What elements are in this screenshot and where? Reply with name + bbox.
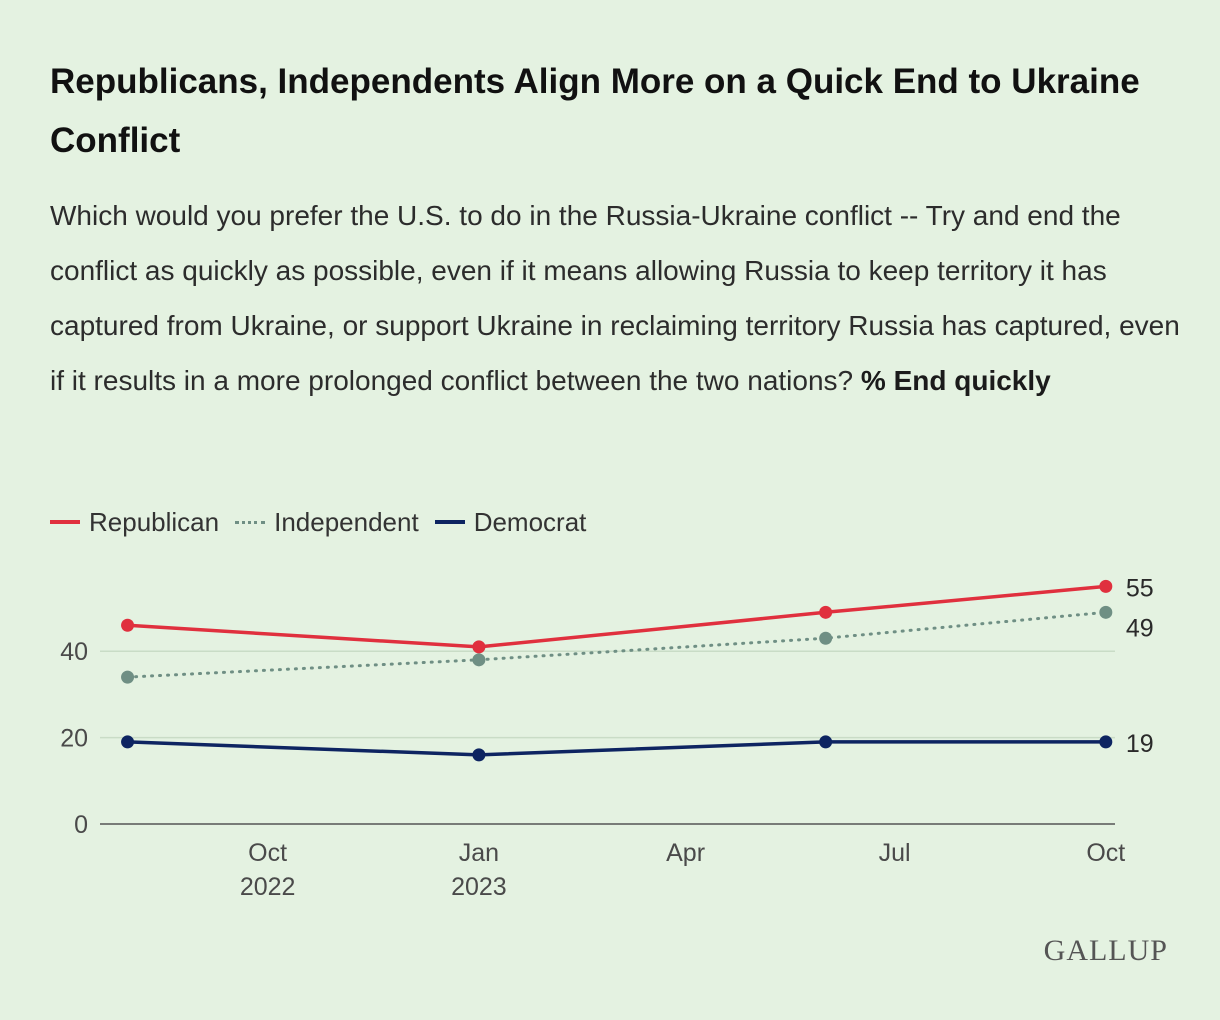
data-point-democrat-0 — [121, 735, 135, 749]
chart-title: Republicans, Independents Align More on … — [50, 62, 1140, 160]
y-tick-label-0: 0 — [74, 811, 88, 839]
legend-item-republican[interactable]: Republican — [50, 507, 219, 538]
x-tick-label-0: Oct — [248, 839, 287, 867]
legend-item-democrat[interactable]: Democrat — [434, 506, 587, 538]
x-tick-label-2: Apr — [666, 839, 705, 867]
data-point-independent-2 — [819, 631, 833, 645]
data-point-independent-1 — [472, 653, 486, 667]
chart-subtitle: Which would you prefer the U.S. to do in… — [50, 188, 1180, 408]
legend-label-republican: Republican — [89, 506, 220, 537]
legend-label-independent: Independent — [274, 506, 419, 537]
data-point-independent-3 — [1099, 605, 1113, 619]
legend-swatch-republican — [50, 520, 80, 524]
data-point-democrat-3 — [1099, 735, 1113, 749]
data-point-republican-2 — [819, 605, 833, 619]
subtitle-emphasis: % End quickly — [860, 365, 1051, 396]
data-point-democrat-1 — [472, 748, 486, 762]
end-label-democrat: 19 — [1126, 730, 1154, 758]
legend-item-independent[interactable]: Independent — [235, 507, 419, 538]
data-point-republican-3 — [1099, 579, 1113, 593]
x-tick-year-label-1: 2023 — [451, 873, 507, 901]
x-tick-label-3: Jul — [879, 839, 911, 867]
data-point-republican-1 — [472, 640, 486, 654]
gallup-logo: GALLUP — [1043, 934, 1168, 967]
legend-label-democrat: Democrat — [473, 506, 587, 537]
subtitle-question: Which would you prefer the U.S. to do in… — [50, 200, 1180, 396]
series-line-republican — [125, 584, 1108, 649]
series-line-independent — [126, 610, 1108, 679]
end-label-republican: 55 — [1126, 574, 1154, 602]
chart-legend: Republican Independent Democrat — [50, 502, 602, 542]
data-point-republican-0 — [121, 618, 135, 632]
legend-swatch-independent — [235, 520, 266, 524]
y-tick-label-20: 20 — [60, 725, 88, 753]
data-point-democrat-2 — [819, 735, 833, 749]
data-point-independent-0 — [121, 670, 135, 684]
x-tick-label-4: Oct — [1086, 839, 1125, 867]
y-tick-label-40: 40 — [60, 638, 88, 666]
x-tick-year-label-0: 2022 — [240, 873, 296, 901]
legend-swatch-democrat — [434, 520, 465, 524]
end-label-independent: 49 — [1126, 614, 1154, 642]
series-line-democrat — [125, 740, 1108, 757]
x-tick-label-1: Jan — [459, 839, 499, 867]
